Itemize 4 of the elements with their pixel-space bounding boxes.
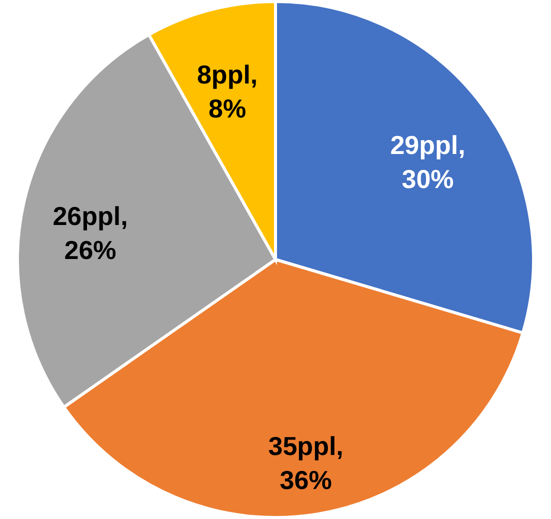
data-label: 26ppl, 26% — [52, 201, 128, 266]
data-label: 8ppl, 8% — [196, 60, 258, 124]
data-label: 29ppl, 30% — [390, 130, 466, 194]
data-label: 35ppl, 36% — [268, 431, 344, 496]
